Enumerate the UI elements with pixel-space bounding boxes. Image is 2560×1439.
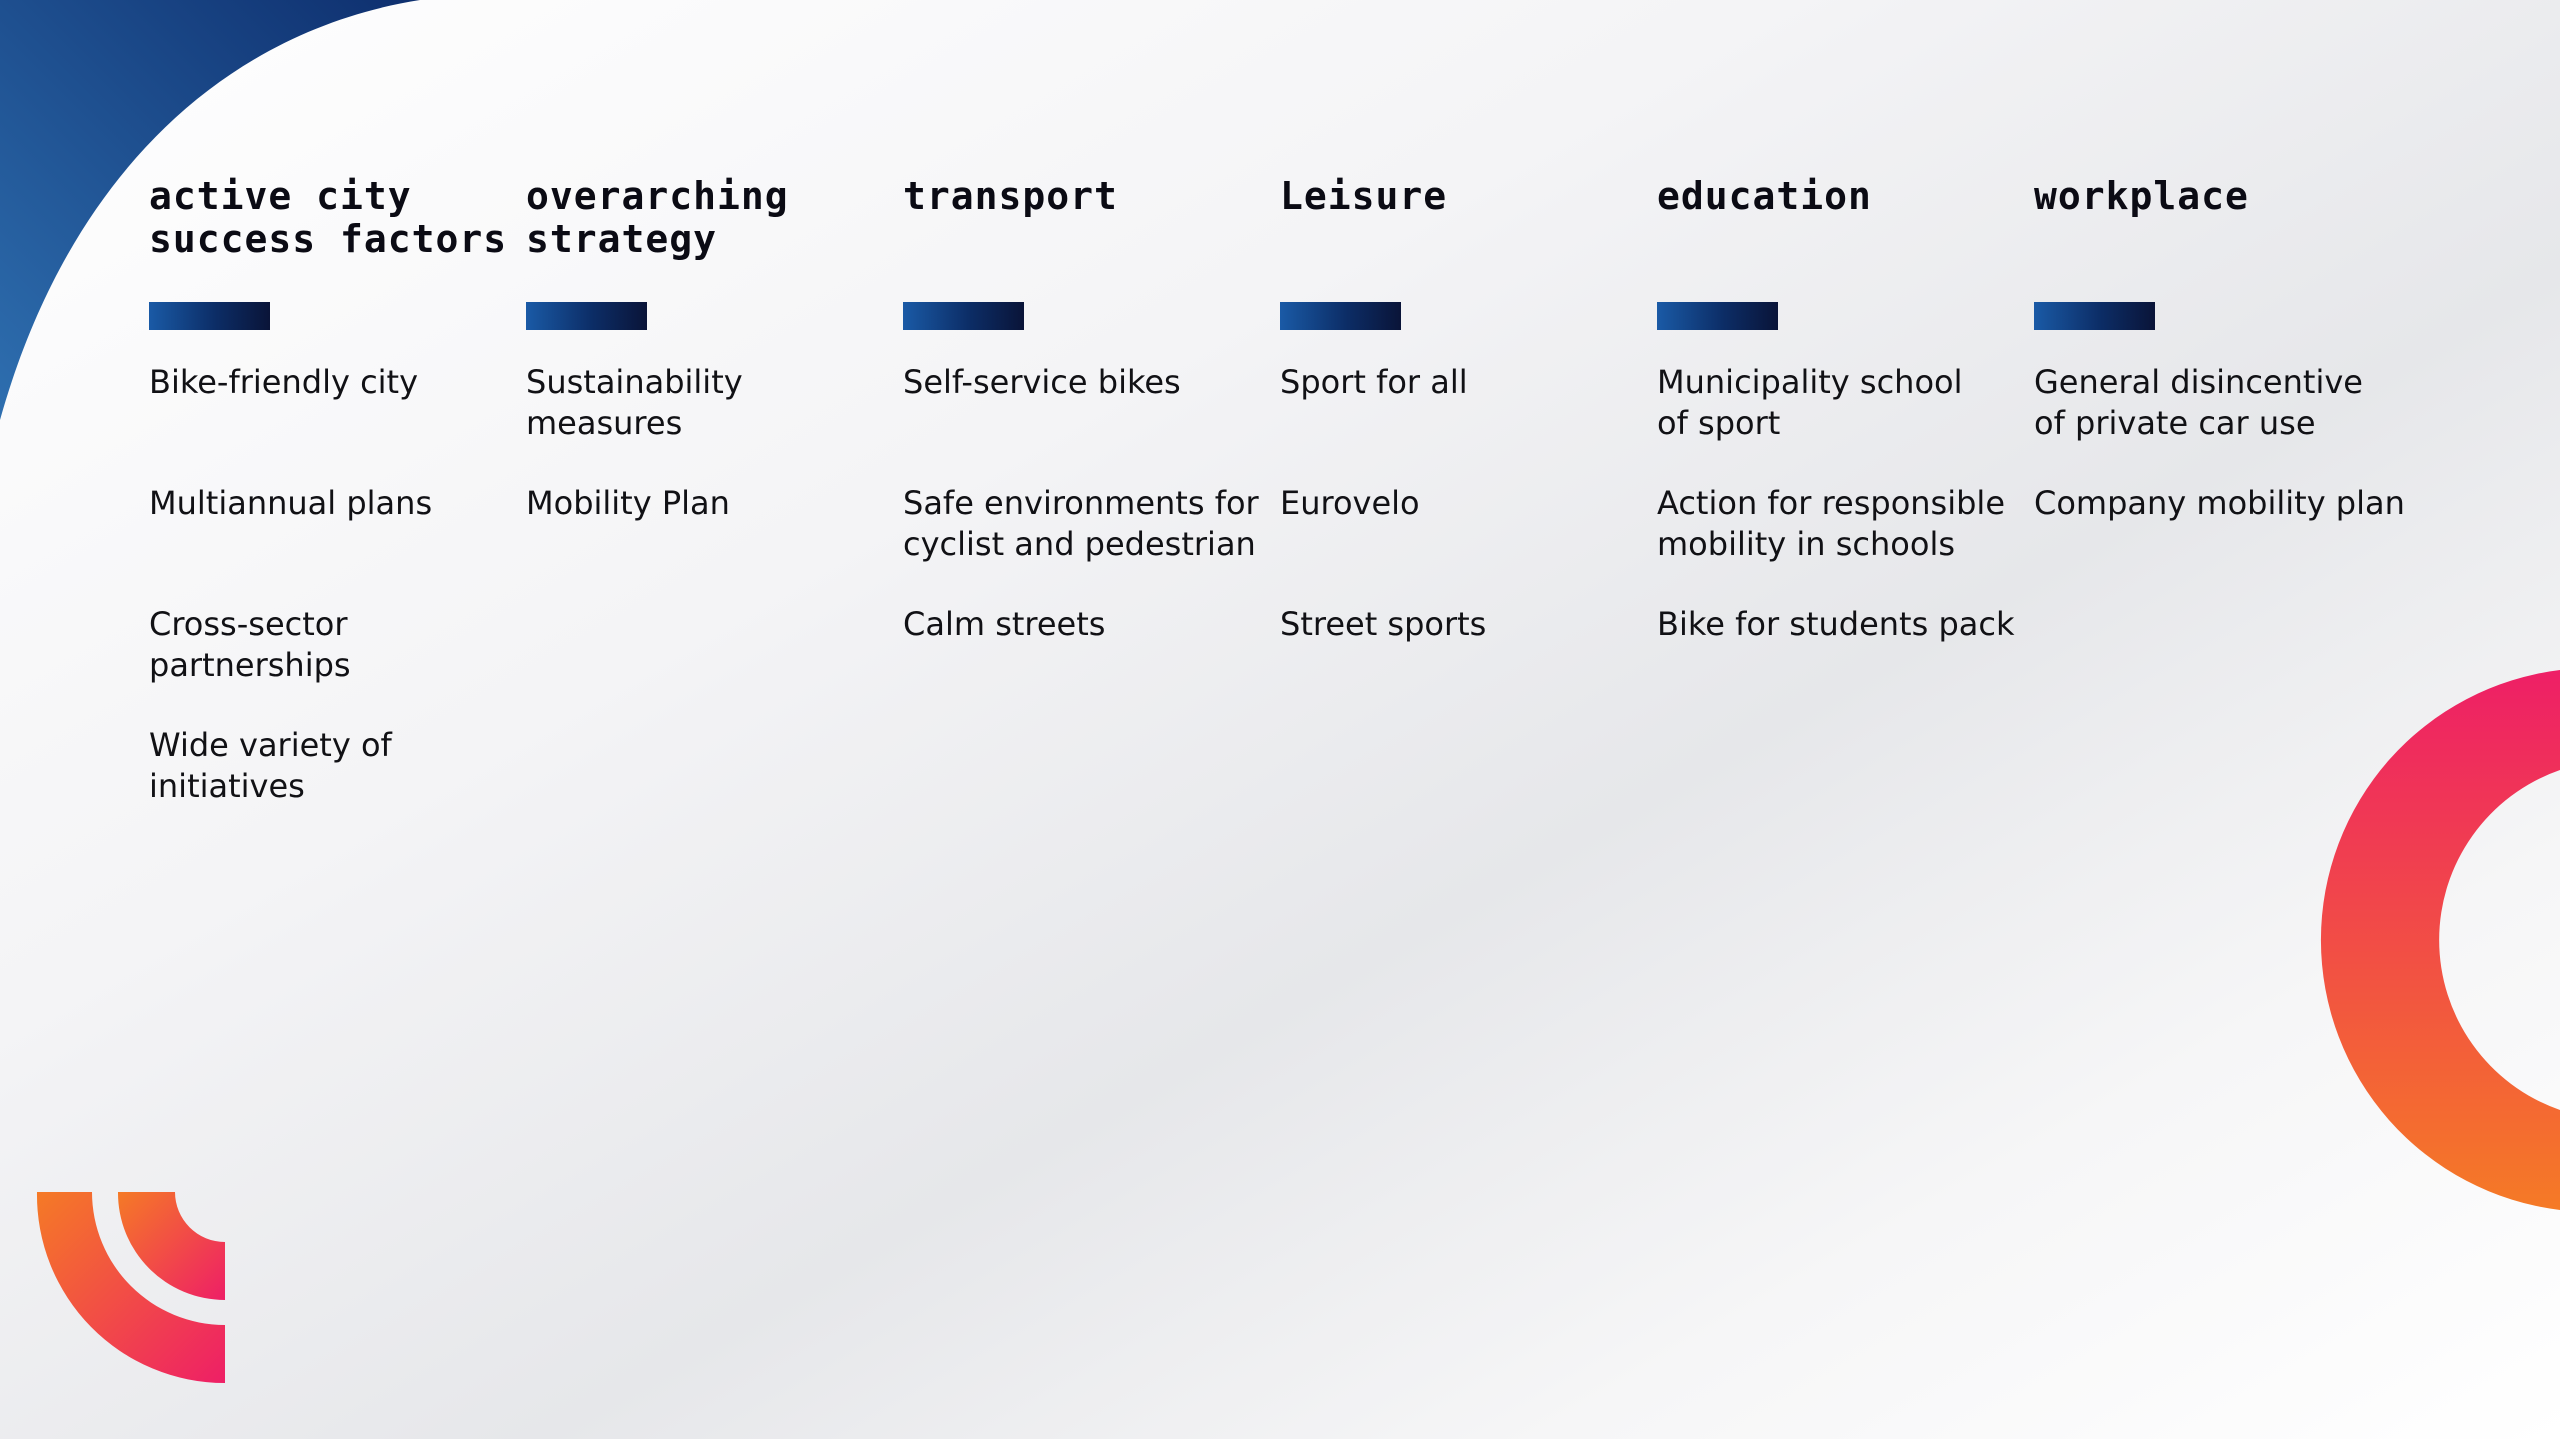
list-item: Bike-friendly city <box>149 363 419 401</box>
columns-container: active city success factors Bike-friendl… <box>149 175 2411 846</box>
column-education: education Municipality school of sport A… <box>1657 175 2034 846</box>
accent-bar <box>903 302 1024 330</box>
list-item: Multiannual plans <box>149 484 433 522</box>
list-item: Street sports <box>1280 605 1487 643</box>
accent-bar <box>1657 302 1778 330</box>
list-item: Bike for students pack <box>1657 605 2015 643</box>
column-title: Leisure <box>1280 174 1448 218</box>
list-item: Sustainability measures <box>526 363 743 442</box>
list-item: General disincentive of private car use <box>2034 363 2363 442</box>
list-item: Wide variety of initiatives <box>149 726 392 805</box>
accent-bar <box>1280 302 1401 330</box>
column-title: active city success factors <box>149 174 508 261</box>
list-item: Mobility Plan <box>526 484 730 522</box>
accent-bar <box>149 302 270 330</box>
column-title: education <box>1657 174 1872 218</box>
list-item: Cross-sector partnerships <box>149 605 351 684</box>
list-item: Calm streets <box>903 605 1106 643</box>
column-workplace: workplace General disincentive of privat… <box>2034 175 2411 846</box>
column-title: transport <box>903 174 1118 218</box>
warm-arc-right <box>2320 670 2560 1210</box>
column-active-city-success-factors: active city success factors Bike-friendl… <box>149 175 526 846</box>
blue-arc-top-left <box>0 0 420 420</box>
list-item: Sport for all <box>1280 363 1468 401</box>
accent-bar <box>2034 302 2155 330</box>
column-transport: transport Self-service bikes Safe enviro… <box>903 175 1280 846</box>
column-title: overarching strategy <box>526 174 789 261</box>
list-item: Municipality school of sport <box>1657 363 1963 442</box>
list-item: Action for responsible mobility in schoo… <box>1657 484 2005 563</box>
list-item: Safe environments for cyclist and pedest… <box>903 484 1259 563</box>
column-overarching-strategy: overarching strategy Sustainability meas… <box>526 175 903 846</box>
accent-bar <box>526 302 647 330</box>
list-item: Eurovelo <box>1280 484 1420 522</box>
column-title: workplace <box>2034 174 2249 218</box>
column-leisure: Leisure Sport for all Eurovelo Street sp… <box>1280 175 1657 846</box>
list-item: Self-service bikes <box>903 363 1181 401</box>
warm-arc-bottom-left-inner <box>117 1192 225 1300</box>
warm-arc-bottom-left-outer <box>36 1192 226 1384</box>
list-item: Company mobility plan <box>2034 484 2405 522</box>
